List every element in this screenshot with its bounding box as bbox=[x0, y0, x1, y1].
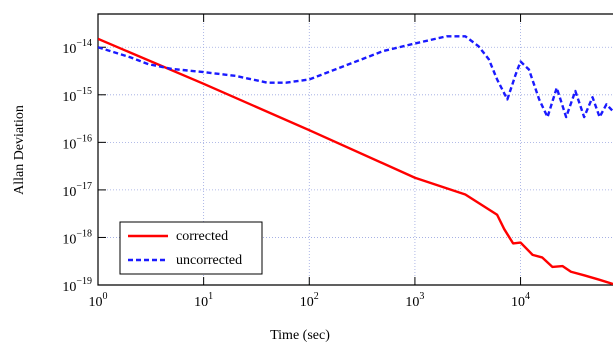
series-line bbox=[98, 35, 613, 119]
x-tick-label: 104 bbox=[511, 291, 530, 310]
axis-frame bbox=[97, 13, 613, 286]
legend-box bbox=[119, 221, 263, 275]
y-tick-label: 10−19 bbox=[62, 276, 92, 295]
y-tick-label: 10−18 bbox=[62, 229, 92, 248]
y-tick-label: 10−16 bbox=[62, 134, 92, 153]
legend-label: uncorrected bbox=[176, 253, 242, 268]
y-tick-label: 10−14 bbox=[62, 39, 92, 58]
x-tick-label: 102 bbox=[300, 291, 319, 310]
x-tick-label: 103 bbox=[405, 291, 424, 310]
y-axis-label: Allan Deviation bbox=[12, 105, 27, 195]
x-tick-label: 101 bbox=[194, 291, 213, 310]
x-tick-label: 100 bbox=[89, 291, 108, 310]
legend-label: corrected bbox=[176, 229, 228, 244]
x-axis-label: Time (sec) bbox=[270, 328, 330, 343]
y-tick-label: 10−15 bbox=[62, 86, 92, 105]
series-line bbox=[98, 37, 613, 285]
y-tick-label: 10−17 bbox=[62, 181, 92, 200]
